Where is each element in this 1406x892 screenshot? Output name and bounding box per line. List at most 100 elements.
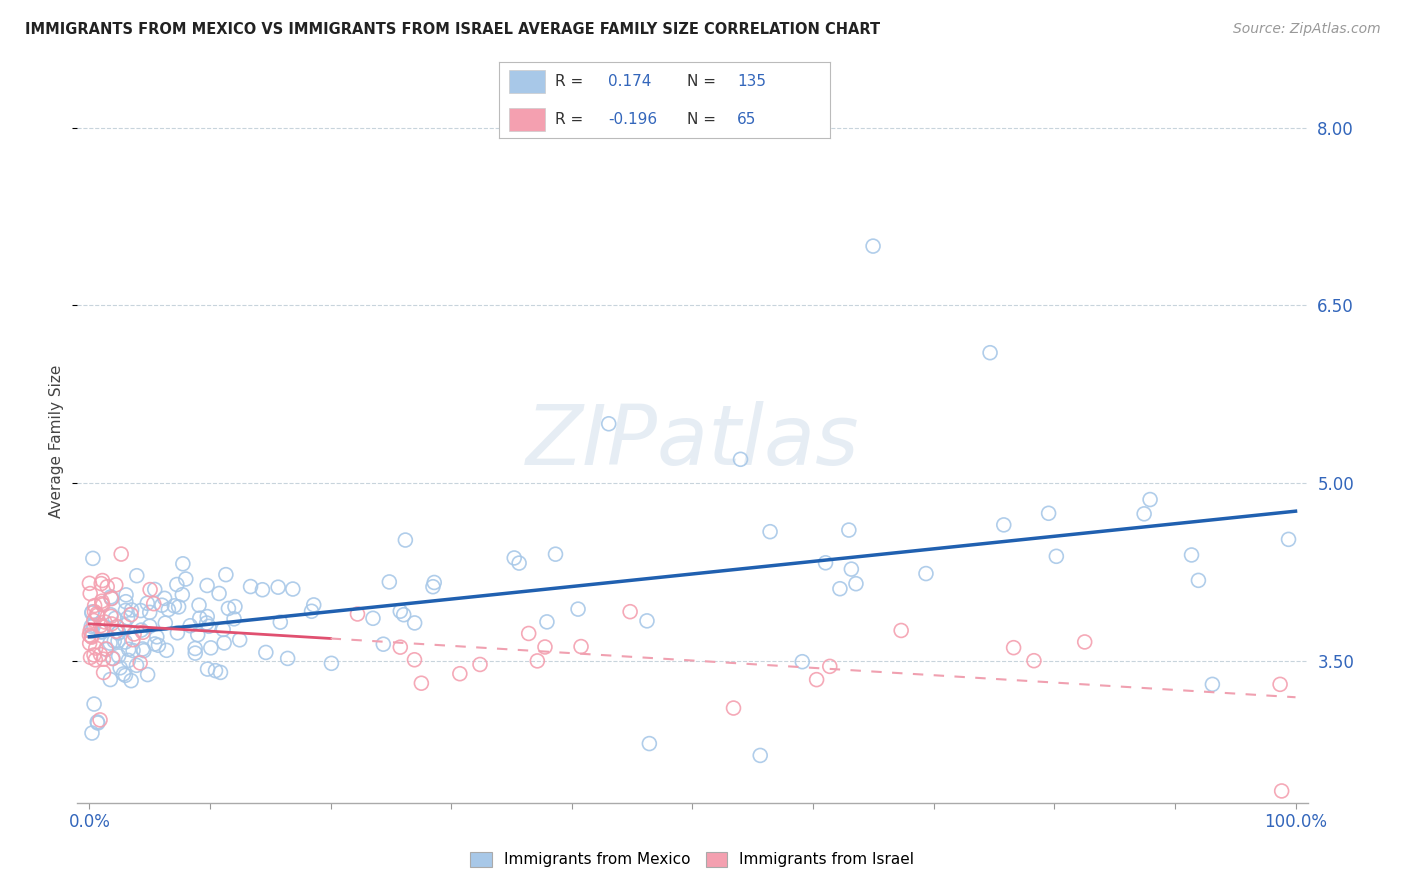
Point (96, 580, 118, 594)
Point (536, 615, 558, 629)
Point (142, 597, 165, 611)
Point (83, 614, 105, 628)
Point (449, 666, 471, 681)
Point (423, 575, 446, 590)
Y-axis label: Average Family Size: Average Family Size (49, 365, 65, 518)
Point (222, 612, 245, 626)
Point (212, 623, 235, 637)
Point (517, 626, 540, 640)
Point (346, 607, 368, 621)
Point (125, 568, 148, 582)
Point (188, 598, 211, 612)
Point (139, 619, 162, 633)
Point (125, 658, 148, 673)
Point (150, 598, 173, 612)
Point (153, 591, 176, 606)
Point (79, 628, 101, 642)
Point (86, 607, 108, 621)
Point (838, 523, 860, 537)
Point (184, 641, 207, 656)
Point (80, 619, 103, 633)
Point (422, 580, 444, 594)
Point (110, 547, 132, 561)
Text: R =: R = (555, 74, 589, 89)
Point (105, 619, 128, 633)
Point (80, 629, 103, 643)
Point (209, 665, 232, 680)
Point (890, 624, 912, 638)
Point (90, 624, 112, 639)
Point (103, 634, 125, 648)
Point (90, 576, 112, 591)
Point (114, 603, 136, 617)
Point (118, 642, 141, 657)
Point (129, 656, 152, 670)
Point (1271, 784, 1294, 798)
Point (188, 611, 211, 625)
Point (94, 641, 117, 656)
Point (759, 524, 782, 539)
Point (132, 643, 155, 657)
Point (131, 642, 153, 657)
Point (93, 652, 115, 666)
Point (1277, 533, 1299, 547)
Point (114, 668, 136, 682)
Point (101, 651, 124, 665)
Point (83, 648, 105, 662)
Point (302, 598, 325, 612)
Point (200, 640, 222, 655)
Point (392, 607, 415, 622)
Point (90, 594, 112, 608)
Point (157, 602, 180, 616)
Point (83, 618, 105, 632)
Point (267, 580, 290, 594)
Point (378, 574, 401, 589)
Point (155, 643, 177, 657)
Point (136, 596, 159, 610)
Point (174, 572, 197, 586)
Point (503, 551, 526, 566)
Text: 135: 135 (737, 74, 766, 89)
Point (195, 615, 218, 630)
Point (814, 556, 837, 570)
Point (82, 551, 104, 566)
Point (269, 615, 291, 629)
Point (93, 665, 115, 680)
Point (749, 748, 772, 763)
Point (96, 642, 118, 657)
Point (86, 608, 108, 623)
Text: N =: N = (688, 74, 721, 89)
Text: N =: N = (688, 112, 721, 127)
Point (104, 578, 127, 592)
Point (818, 659, 841, 673)
Point (83, 599, 105, 613)
Point (723, 701, 745, 715)
Point (138, 605, 160, 619)
Point (373, 637, 395, 651)
Point (208, 586, 231, 600)
Point (91, 598, 114, 612)
Point (862, 239, 884, 253)
Point (1139, 492, 1161, 507)
Point (636, 614, 658, 628)
Point (100, 607, 122, 622)
Point (301, 604, 323, 618)
Point (187, 628, 209, 642)
Point (107, 634, 129, 648)
Point (107, 625, 129, 640)
Point (806, 673, 828, 687)
Point (79, 624, 101, 638)
Point (845, 576, 868, 591)
Point (638, 737, 661, 751)
Point (277, 651, 299, 665)
Point (105, 624, 128, 639)
Point (80, 606, 103, 620)
Point (136, 667, 159, 681)
Point (117, 611, 139, 625)
Point (104, 611, 127, 625)
Point (107, 648, 129, 663)
Point (166, 625, 188, 640)
Point (172, 557, 194, 571)
Point (122, 632, 145, 647)
Point (1038, 506, 1060, 520)
